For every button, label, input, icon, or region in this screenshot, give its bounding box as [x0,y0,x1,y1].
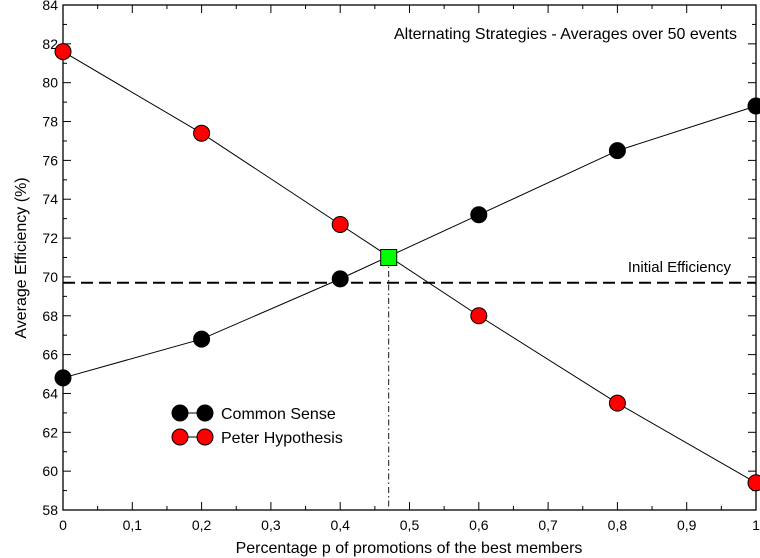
plot-frame [62,4,757,511]
y-tick-label: 72 [42,230,58,246]
x-tick-label: 0,2 [192,517,212,533]
data-point [747,97,760,115]
data-point [54,369,72,387]
data-point [470,206,488,224]
y-tick-label: 82 [42,36,58,52]
x-tick-label: 0,7 [538,517,558,533]
legend-marker [171,428,189,446]
y-axis-label: Average Efficiency (%) [13,177,30,338]
y-tick-label: 70 [42,269,58,285]
y-tick-label: 74 [42,191,58,207]
x-axis-label: Percentage p of promotions of the best m… [236,540,583,557]
y-tick-label: 68 [42,308,58,324]
y-tick-label: 66 [42,347,58,363]
legend-marker [196,428,214,446]
y-tick-label: 80 [42,75,58,91]
series-lines [62,51,757,484]
data-point [54,43,72,61]
x-tick-label: 1 [752,517,760,533]
data-point [608,142,626,160]
data-point [331,215,349,233]
series-line-1 [62,51,757,484]
chart-title: Alternating Strategies - Averages over 5… [394,26,737,43]
series-points [54,43,760,492]
data-point [193,124,211,142]
x-tick-label: 0,9 [677,517,697,533]
legend-marker [171,404,189,422]
data-point [747,474,760,492]
data-point [608,394,626,412]
x-tick-label: 0,8 [608,517,628,533]
x-tick-label: 0,4 [330,517,350,533]
y-tick-label: 58 [42,502,58,518]
x-tick-label: 0,6 [469,517,489,533]
reference-line-label: Initial Efficiency [628,259,732,276]
data-point [331,270,349,288]
data-point [470,307,488,325]
x-tick-label: 0 [59,517,67,533]
y-tick-label: 78 [42,114,58,130]
y-tick-label: 60 [42,463,58,479]
x-tick-label: 0,3 [261,517,281,533]
x-tick-label: 0,1 [123,517,143,533]
reference-lines [63,257,756,510]
x-tick-label: 0,5 [400,517,420,533]
y-tick-label: 84 [42,0,58,13]
legend-marker [196,404,214,422]
legend-label: Peter Hypothesis [221,430,343,447]
legend-label: Common Sense [221,406,336,423]
legend: Common Sense Peter Hypothesis [171,404,343,447]
series-line-0 [62,105,757,379]
axis-ticks: 0 0,1 0,2 0,3 0,4 0,5 0,6 0,7 0,8 0,9 1 58 60 62 64 66 6… [42,0,760,533]
y-tick-label: 62 [42,424,58,440]
data-point [193,330,211,348]
y-tick-label: 76 [42,152,58,168]
intersection-marker [380,249,398,266]
y-tick-label: 64 [42,385,58,401]
